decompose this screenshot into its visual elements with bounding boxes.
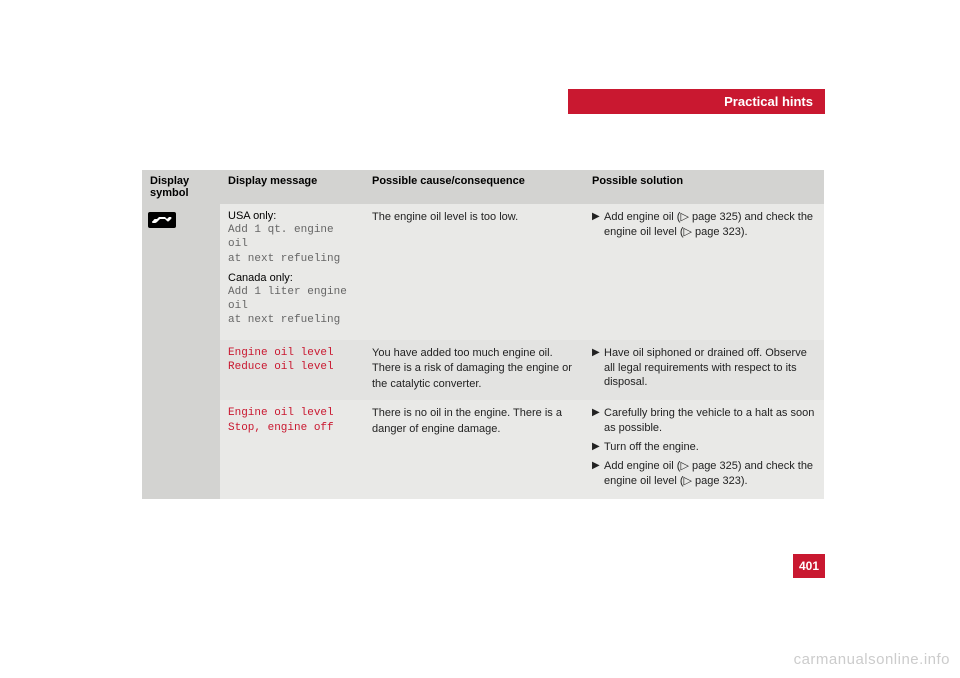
section-title: Practical hints [724, 94, 813, 109]
solution-text: Add engine oil (▷ page 325) and check th… [604, 459, 816, 489]
solution-item: ▶ Add engine oil (▷ page 325) and check … [592, 459, 816, 489]
header-possible-solution: Possible solution [584, 170, 824, 204]
cell-message: Engine oil level Stop, engine off [220, 400, 364, 498]
cell-message: USA only: Add 1 qt. engine oil at next r… [220, 204, 364, 340]
bullet-icon: ▶ [592, 210, 604, 240]
cell-solution: ▶ Have oil siphoned or drained off. Obse… [584, 340, 824, 401]
watermark: carmanualsonline.info [794, 651, 950, 668]
table-row: Engine oil level Stop, engine off There … [220, 400, 824, 498]
solution-item: ▶ Carefully bring the vehicle to a halt … [592, 406, 816, 436]
bullet-icon: ▶ [592, 459, 604, 489]
bullet-icon: ▶ [592, 406, 604, 436]
display-text-warning: Stop, engine off [228, 421, 356, 435]
solution-item: ▶ Add engine oil (▷ page 325) and check … [592, 210, 816, 240]
solution-item: ▶ Have oil siphoned or drained off. Obse… [592, 346, 816, 391]
engine-oil-icon [148, 212, 176, 228]
section-header-tab: Practical hints [568, 89, 825, 114]
region-label: USA only: [228, 210, 356, 222]
page-number-tab: 401 [793, 554, 825, 578]
display-text-warning: Engine oil level [228, 406, 356, 420]
solution-text: Turn off the engine. [604, 440, 816, 455]
bullet-icon: ▶ [592, 440, 604, 455]
table-body: USA only: Add 1 qt. engine oil at next r… [142, 204, 824, 499]
solution-text: Add engine oil (▷ page 325) and check th… [604, 210, 816, 240]
cell-solution: ▶ Carefully bring the vehicle to a halt … [584, 400, 824, 498]
region-label: Canada only: [228, 272, 356, 284]
cell-message: Engine oil level Reduce oil level [220, 340, 364, 401]
header-display-symbol: Display symbol [142, 170, 220, 204]
cell-cause: There is no oil in the engine. There is … [364, 400, 584, 498]
solution-item: ▶ Turn off the engine. [592, 440, 816, 455]
header-display-message: Display message [220, 170, 364, 204]
header-possible-cause: Possible cause/consequence [364, 170, 584, 204]
diagnostics-table: Display symbol Display message Possible … [142, 170, 824, 499]
bullet-icon: ▶ [592, 346, 604, 391]
solution-text: Carefully bring the vehicle to a halt as… [604, 406, 816, 436]
display-text: Add 1 liter engine oil [228, 285, 356, 314]
display-text: at next refueling [228, 313, 356, 327]
solution-text: Have oil siphoned or drained off. Observ… [604, 346, 816, 391]
data-rows: USA only: Add 1 qt. engine oil at next r… [220, 204, 824, 499]
cell-cause: The engine oil level is too low. [364, 204, 584, 340]
display-text: at next refueling [228, 252, 356, 266]
display-text-warning: Engine oil level [228, 346, 356, 360]
cell-cause: You have added too much engine oil. Ther… [364, 340, 584, 401]
cell-solution: ▶ Add engine oil (▷ page 325) and check … [584, 204, 824, 340]
table-row: Engine oil level Reduce oil level You ha… [220, 340, 824, 401]
display-text-warning: Reduce oil level [228, 360, 356, 374]
page-number: 401 [799, 559, 819, 573]
table-row: USA only: Add 1 qt. engine oil at next r… [220, 204, 824, 340]
table-header-row: Display symbol Display message Possible … [142, 170, 824, 204]
display-text: Add 1 qt. engine oil [228, 223, 356, 252]
symbol-column [142, 204, 220, 499]
